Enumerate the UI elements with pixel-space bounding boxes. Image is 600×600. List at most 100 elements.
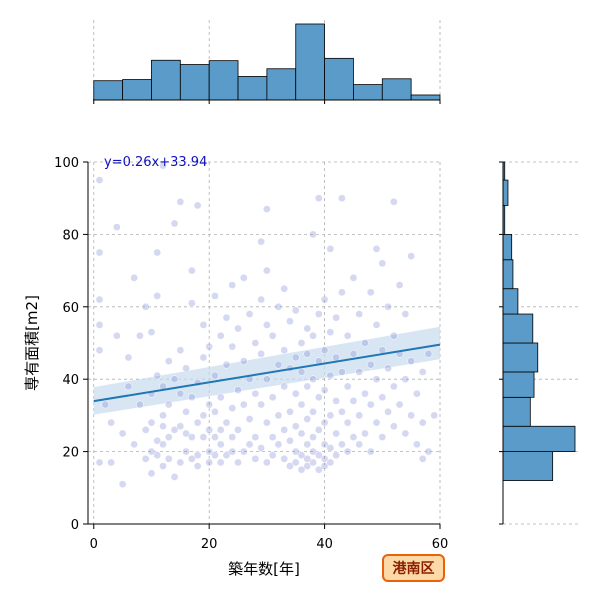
- scatter-point: [263, 321, 271, 329]
- scatter-point: [153, 248, 162, 257]
- scatter-point: [372, 321, 381, 329]
- scatter-point: [332, 353, 340, 362]
- scatter-point: [268, 393, 277, 402]
- scatter-point: [234, 426, 242, 434]
- scatter-point: [343, 382, 352, 391]
- scatter-point: [95, 176, 104, 184]
- scatter-points: [95, 161, 439, 489]
- top-hist-bar: [410, 94, 441, 101]
- scatter-point: [164, 357, 173, 365]
- scatter-point: [199, 353, 208, 362]
- scatter-point: [205, 458, 214, 467]
- regression-line: [93, 343, 441, 403]
- scatter-point: [239, 447, 248, 456]
- scatter-point: [343, 331, 352, 340]
- scatter-point: [159, 440, 167, 449]
- y-tick-label: 60: [62, 301, 79, 316]
- scatter-point: [355, 310, 364, 318]
- y-tick-label: 20: [62, 446, 79, 461]
- scatter-point: [314, 310, 323, 318]
- scatter-point: [309, 458, 317, 467]
- scatter-point: [228, 404, 237, 413]
- scatter-point: [320, 440, 329, 449]
- scatter-point: [401, 375, 410, 384]
- scatter-point: [222, 418, 231, 427]
- x-tick-label: 0: [90, 537, 98, 552]
- scatter-point: [274, 411, 283, 420]
- scatter-point: [303, 440, 312, 449]
- x-tick-label: 20: [201, 537, 218, 552]
- scatter-point: [320, 386, 329, 394]
- scatter-point: [314, 393, 323, 402]
- scatter-point: [147, 469, 156, 478]
- scatter-point: [424, 447, 433, 456]
- scatter-point: [355, 368, 364, 376]
- y-tick-label: 100: [54, 156, 79, 171]
- scatter-point: [326, 371, 335, 380]
- scatter-point: [372, 418, 381, 427]
- scatter-point: [349, 397, 358, 405]
- y-tick-label: 0: [71, 518, 79, 533]
- scatter-point: [291, 306, 300, 315]
- scatter-point: [199, 321, 208, 329]
- scatter-point: [424, 350, 433, 358]
- scatter-point: [286, 407, 294, 416]
- scatter-point: [263, 266, 271, 275]
- scatter-point: [291, 422, 300, 431]
- scatter-point: [274, 302, 283, 311]
- scatter-point: [309, 230, 317, 239]
- x-tick-label: 40: [316, 537, 333, 552]
- scatter-point: [309, 447, 317, 456]
- scatter-point: [205, 426, 214, 434]
- scatter-point: [234, 324, 242, 333]
- scatter-point: [153, 436, 162, 445]
- scatter-point: [101, 400, 110, 409]
- scatter-point: [222, 360, 231, 369]
- scatter-point: [389, 382, 398, 391]
- scatter-point: [153, 292, 162, 300]
- scatter-point: [332, 313, 340, 322]
- scatter-point: [291, 353, 300, 362]
- scatter-point: [326, 411, 335, 420]
- scatter-point: [228, 342, 237, 351]
- scatter-point: [389, 331, 398, 340]
- scatter-point: [147, 418, 156, 427]
- right-hist-bar: [502, 288, 519, 315]
- scatter-point: [147, 447, 156, 456]
- top-hist-bar: [151, 59, 181, 101]
- scatter-point: [251, 339, 260, 347]
- scatter-point: [320, 418, 329, 427]
- scatter-point: [343, 418, 352, 427]
- scatter-point: [118, 429, 127, 438]
- scatter-point: [309, 407, 317, 416]
- scatter-point: [211, 451, 219, 460]
- ci-band: [93, 326, 440, 415]
- scatter-point: [297, 400, 306, 409]
- scatter-point: [297, 451, 306, 460]
- scatter-point: [205, 400, 214, 409]
- right-hist-bar: [502, 342, 539, 373]
- scatter-point: [205, 447, 214, 456]
- top-hist-bar: [353, 84, 383, 101]
- scatter-point: [263, 418, 271, 427]
- scatter-point: [257, 295, 265, 304]
- scatter-point: [303, 415, 312, 423]
- scatter-point: [314, 451, 323, 460]
- y-axis-label: 専有面積[m2]: [23, 295, 41, 391]
- scatter-point: [188, 393, 196, 402]
- scatter-point: [170, 375, 179, 384]
- top-hist-bar: [381, 78, 412, 101]
- scatter-point: [153, 371, 162, 380]
- scatter-point: [95, 346, 104, 355]
- scatter-point: [291, 389, 300, 398]
- scatter-point: [176, 346, 185, 355]
- scatter-point: [303, 382, 312, 391]
- scatter-point: [182, 447, 190, 456]
- scatter-point: [314, 465, 323, 474]
- scatter-point: [338, 194, 346, 203]
- scatter-point: [176, 458, 185, 467]
- scatter-point: [141, 302, 150, 311]
- top-hist-bar: [122, 79, 152, 101]
- scatter-point: [216, 393, 225, 402]
- scatter-point: [309, 331, 317, 340]
